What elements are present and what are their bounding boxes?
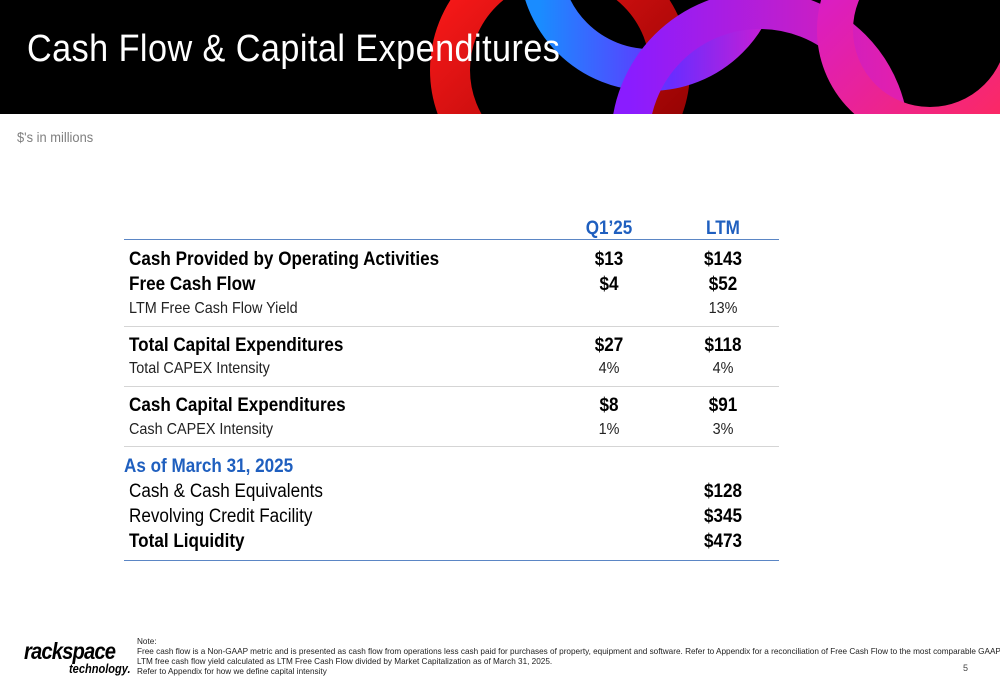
- group-divider: [124, 386, 779, 387]
- row-label: Total Liquidity: [129, 531, 245, 552]
- header-rule: [124, 239, 779, 240]
- row-label: Cash Capital Expenditures: [129, 395, 346, 416]
- column-header-q1: Q1’25: [585, 218, 633, 239]
- row-value-ltm: $345: [703, 506, 743, 527]
- row-value-ltm: $52: [708, 274, 738, 295]
- table-row: Total Capital Expenditures $27 $118: [124, 335, 779, 359]
- row-value-q1: $27: [594, 335, 624, 356]
- row-value-q1: $4: [599, 274, 619, 295]
- table-row: Total Liquidity $473: [124, 531, 779, 555]
- row-label: LTM Free Cash Flow Yield: [129, 300, 298, 317]
- table-row: Total CAPEX Intensity 4% 4%: [124, 360, 779, 384]
- row-value-ltm: 4%: [712, 360, 734, 377]
- table-bottom-rule: [124, 560, 779, 561]
- liquidity-heading: As of March 31, 2025: [124, 456, 294, 477]
- decorative-rings-graphic: [430, 0, 1000, 114]
- row-value-ltm: $473: [703, 531, 743, 552]
- row-value-ltm: $128: [703, 481, 743, 502]
- table-row: LTM Free Cash Flow Yield 13%: [124, 300, 779, 324]
- row-label: Free Cash Flow: [129, 274, 256, 295]
- units-note: $'s in millions: [17, 129, 94, 145]
- column-header-ltm: LTM: [706, 218, 740, 239]
- row-value-q1: $13: [594, 249, 624, 270]
- row-value-ltm: 13%: [708, 300, 738, 317]
- note-line: Note:: [137, 637, 157, 646]
- row-label: Total CAPEX Intensity: [129, 360, 270, 377]
- row-label: Revolving Credit Facility: [129, 506, 313, 527]
- table-row: Cash & Cash Equivalents $128: [124, 481, 779, 505]
- logo-subtext: technology.: [69, 661, 131, 676]
- table-row: Revolving Credit Facility $345: [124, 506, 779, 530]
- row-label: Cash Provided by Operating Activities: [129, 249, 440, 270]
- table-row: Free Cash Flow $4 $52: [124, 274, 779, 298]
- page-title: Cash Flow & Capital Expenditures: [27, 28, 561, 70]
- row-value-ltm: 3%: [712, 421, 734, 438]
- group-divider: [124, 446, 779, 447]
- note-line: Refer to Appendix for how we define capi…: [137, 667, 327, 676]
- row-value-q1: $8: [599, 395, 619, 416]
- header-banner: Cash Flow & Capital Expenditures: [0, 0, 1000, 114]
- footnotes: Note: Free cash flow is a Non-GAAP metri…: [137, 637, 1000, 677]
- row-label: Cash & Cash Equivalents: [129, 481, 323, 502]
- row-value-q1: 4%: [598, 360, 620, 377]
- table-row: Cash Provided by Operating Activities $1…: [124, 249, 779, 273]
- row-value-q1: 1%: [598, 421, 620, 438]
- row-label: Cash CAPEX Intensity: [129, 421, 274, 438]
- row-label: Total Capital Expenditures: [129, 335, 344, 356]
- row-value-ltm: $91: [708, 395, 738, 416]
- row-value-ltm: $143: [703, 249, 743, 270]
- table-row: Cash CAPEX Intensity 1% 3%: [124, 421, 779, 445]
- note-line: LTM free cash flow yield calculated as L…: [137, 657, 553, 666]
- logo-wordmark: rackspace: [24, 638, 116, 664]
- table-row: Cash Capital Expenditures $8 $91: [124, 395, 779, 419]
- page-number: 5: [963, 663, 969, 673]
- group-divider: [124, 326, 779, 327]
- row-value-ltm: $118: [704, 335, 742, 356]
- rackspace-logo: rackspace technology.: [24, 638, 131, 678]
- note-line: Free cash flow is a Non-GAAP metric and …: [137, 647, 1000, 656]
